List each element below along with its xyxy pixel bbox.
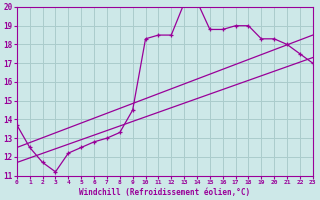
X-axis label: Windchill (Refroidissement éolien,°C): Windchill (Refroidissement éolien,°C) bbox=[79, 188, 250, 197]
